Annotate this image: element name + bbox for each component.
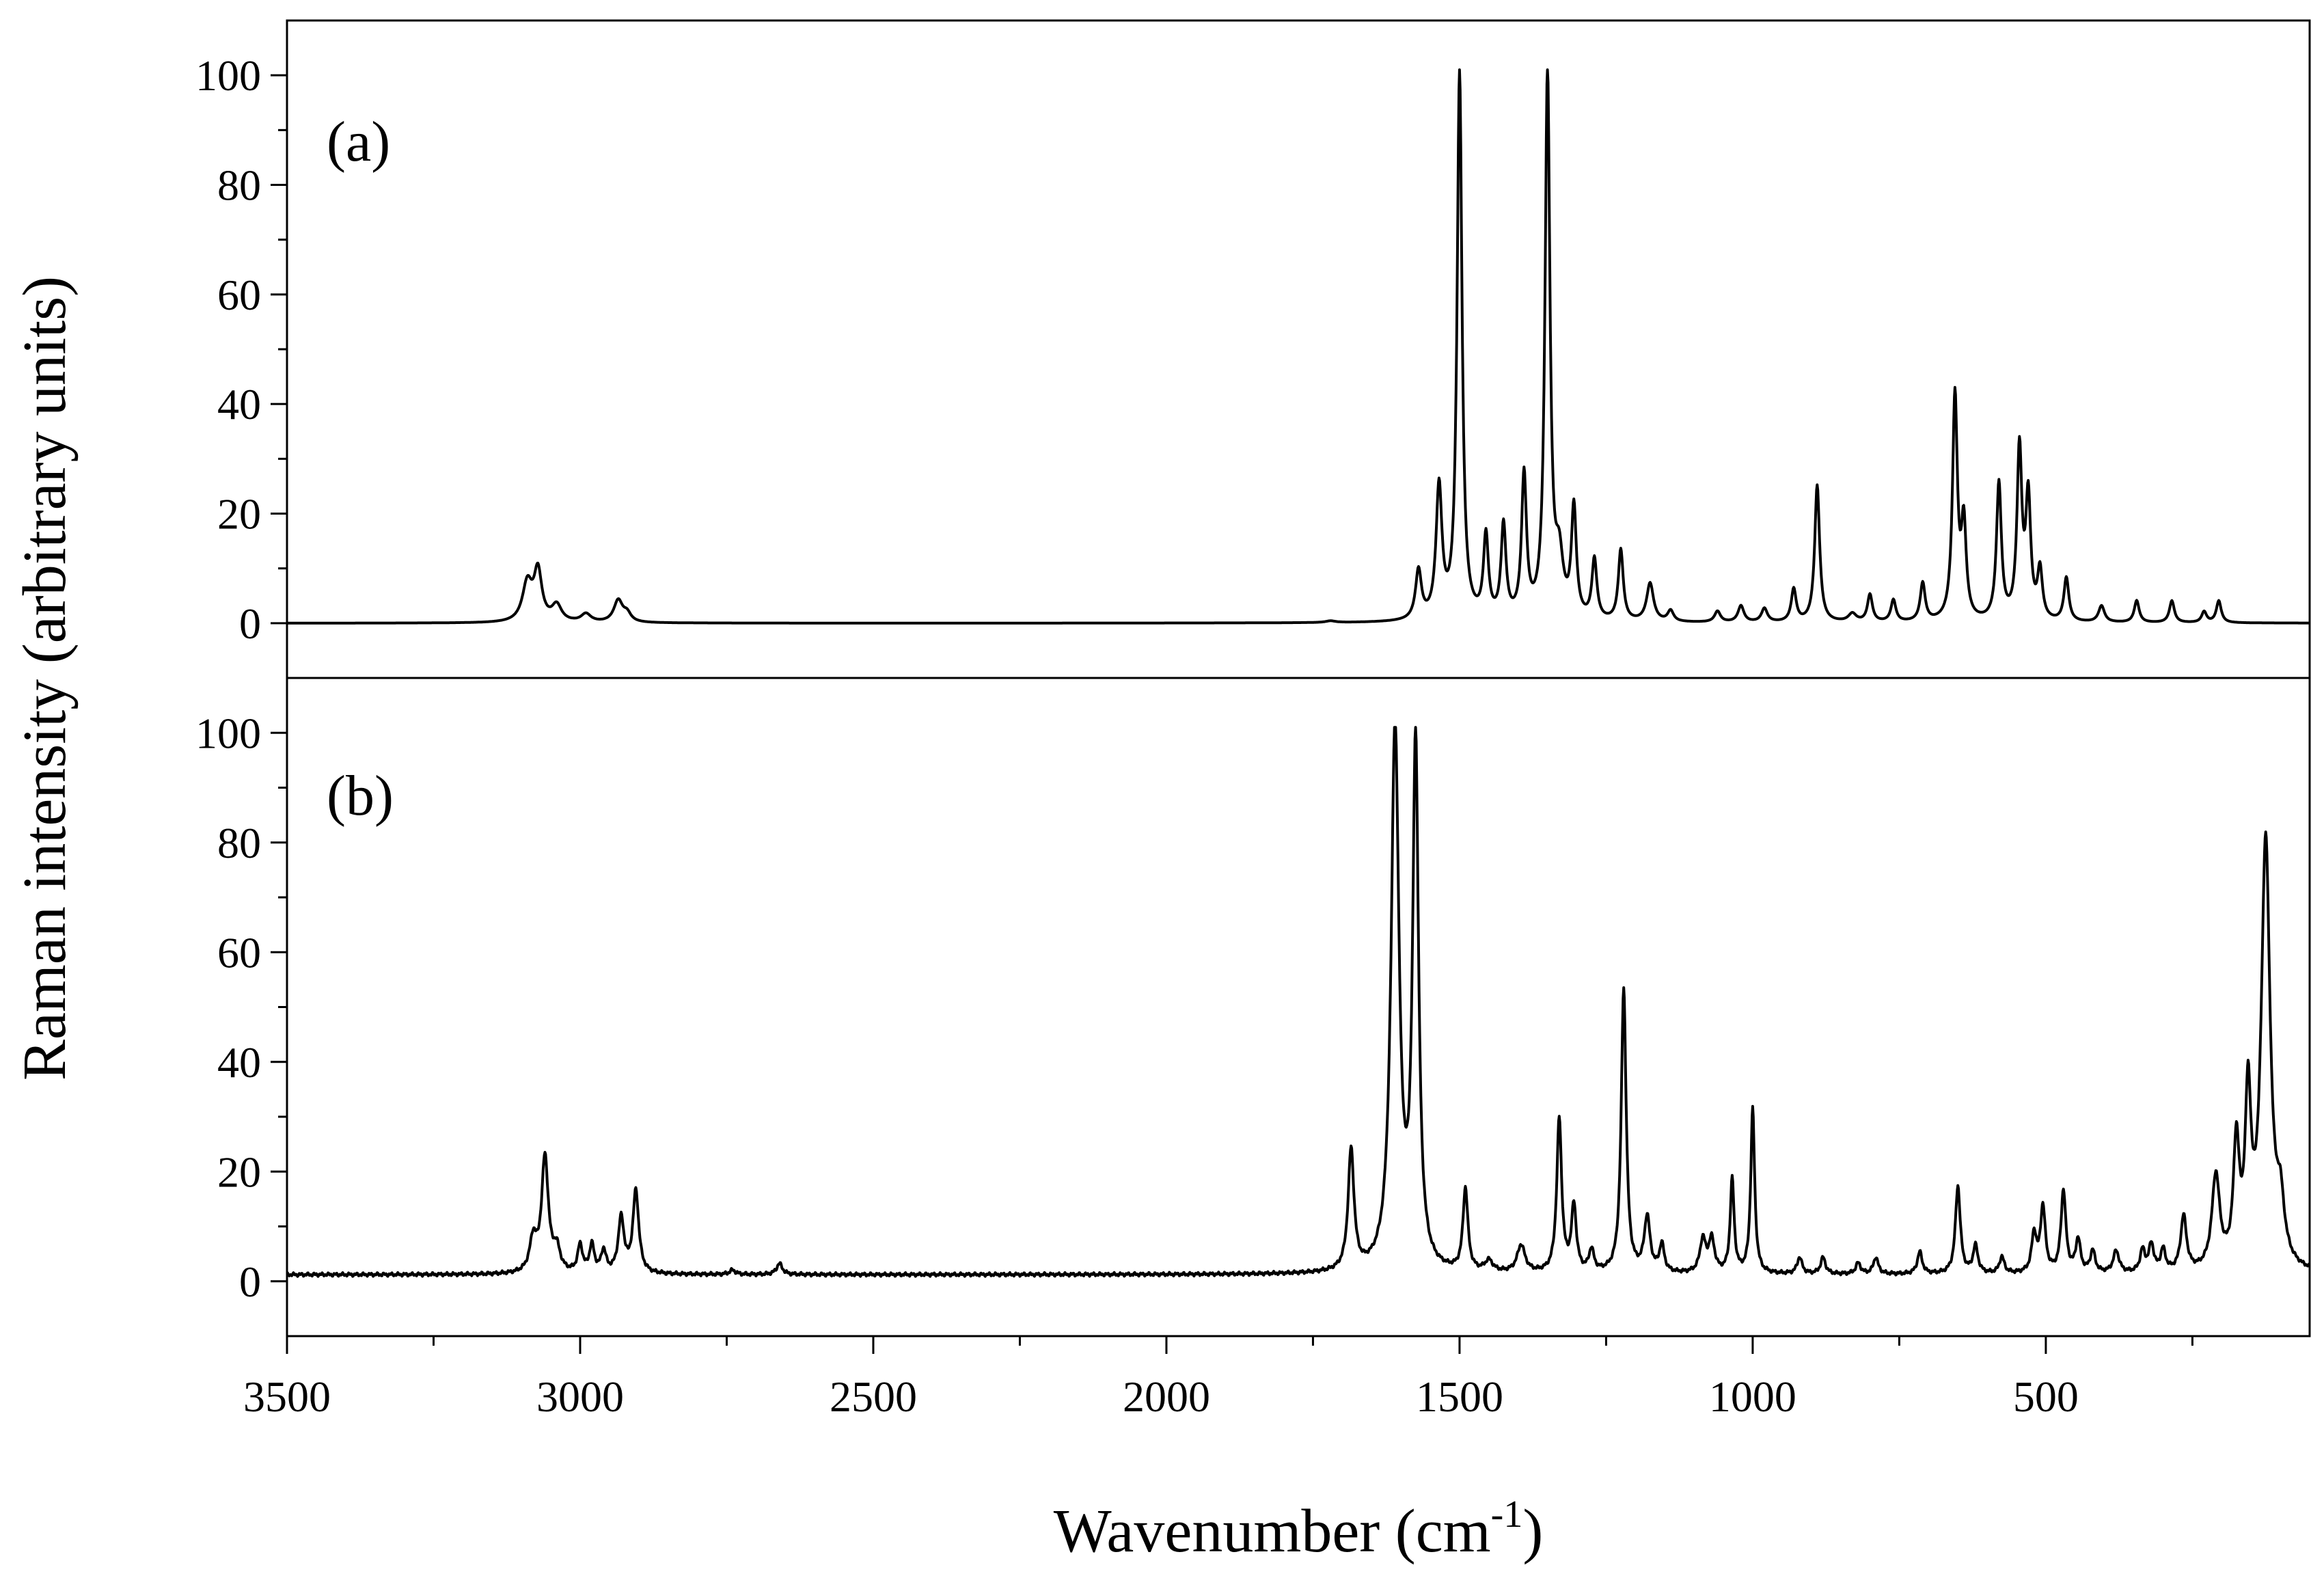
y-tick-label: 80 bbox=[217, 819, 261, 867]
y-tick-label: 20 bbox=[217, 1147, 261, 1196]
y-axis-title: Raman intensity (arbitrary units) bbox=[11, 276, 79, 1081]
x-tick-label: 500 bbox=[2013, 1372, 2079, 1421]
x-tick-label: 2000 bbox=[1123, 1372, 1210, 1421]
x-axis-title: Wavenumber (cm-1) bbox=[1054, 1493, 1544, 1565]
y-tick-label: 40 bbox=[217, 1038, 261, 1087]
x-tick-label: 2500 bbox=[830, 1372, 917, 1421]
axis-labels: 0 20 40 60 80 100 (a) 0 20 40 60 80 100 (b) 3500 3000 25… bbox=[11, 51, 2079, 1565]
y-tick-label: 80 bbox=[217, 161, 261, 210]
spectra-group bbox=[286, 68, 2311, 1278]
x-tick-label: 3500 bbox=[243, 1372, 331, 1421]
y-tick-label: 40 bbox=[217, 380, 261, 429]
spectrum-line-a bbox=[286, 68, 2311, 625]
y-tick-label: 60 bbox=[217, 271, 261, 319]
y-tick-label: 100 bbox=[195, 709, 261, 757]
y-tick-label: 100 bbox=[195, 51, 261, 100]
axis-ticks bbox=[271, 74, 2193, 1354]
plot-frame bbox=[286, 19, 2311, 1337]
y-tick-label: 60 bbox=[217, 928, 261, 977]
x-tick-label: 1000 bbox=[1709, 1372, 1796, 1421]
x-tick-label: 1500 bbox=[1416, 1372, 1503, 1421]
panel-label-a: (a) bbox=[327, 110, 390, 174]
spectrum-line-b bbox=[286, 726, 2311, 1278]
y-tick-label: 0 bbox=[239, 1258, 261, 1306]
x-tick-label: 3000 bbox=[536, 1372, 624, 1421]
y-tick-label: 20 bbox=[217, 490, 261, 539]
y-tick-label: 0 bbox=[239, 599, 261, 648]
panel-label-b: (b) bbox=[327, 764, 394, 828]
